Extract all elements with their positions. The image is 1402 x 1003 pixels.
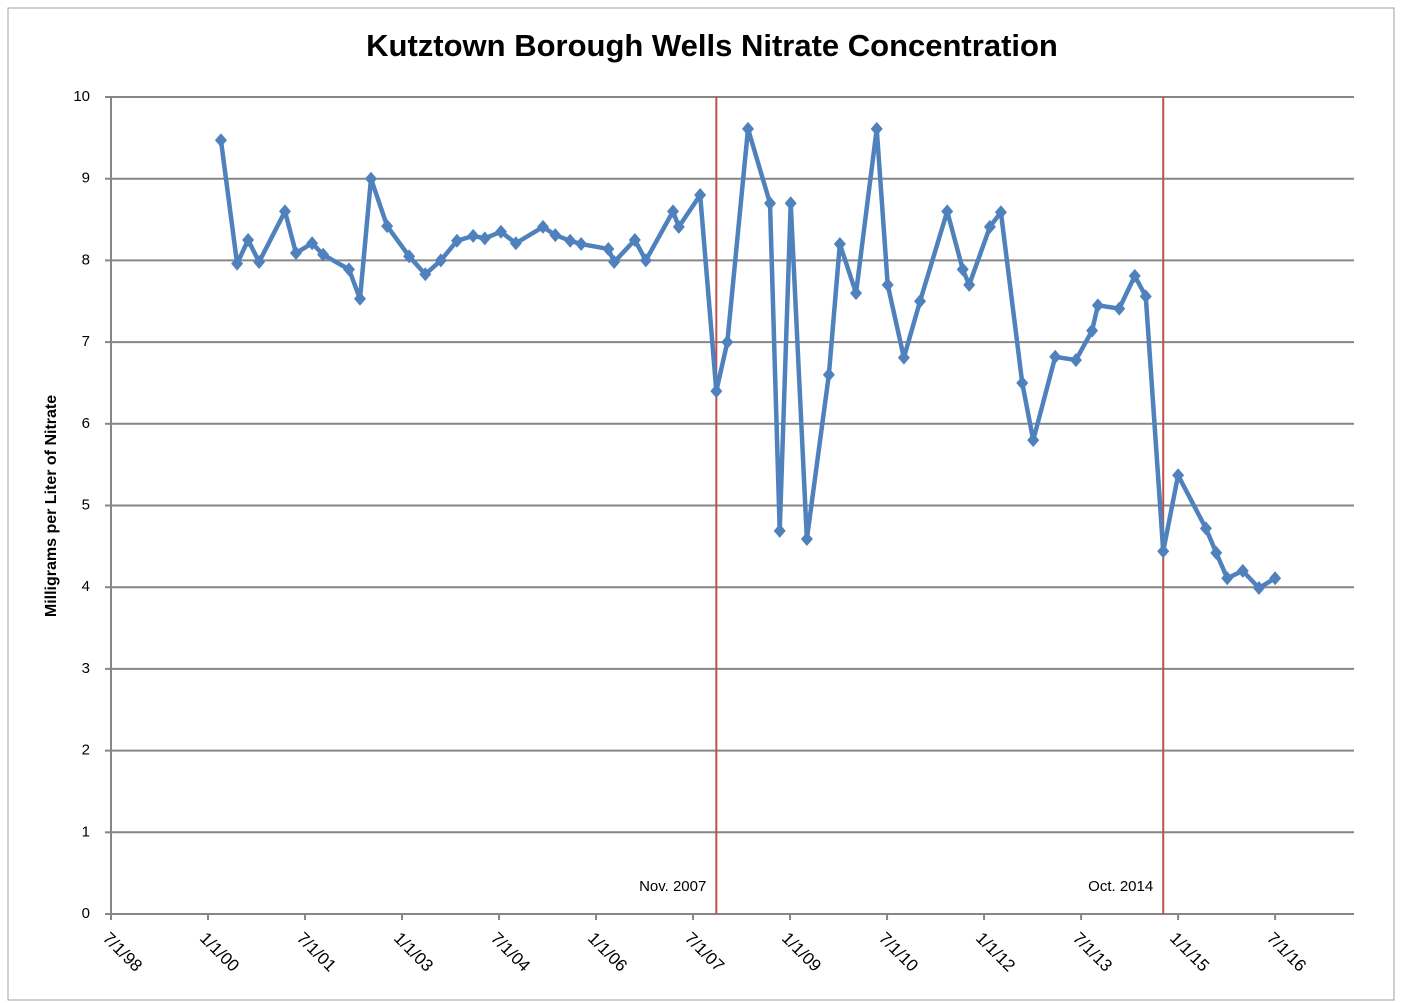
marker [419,267,432,282]
marker [1027,433,1040,448]
y-tick-label: 7 [82,333,90,350]
marker [833,237,846,252]
marker [628,232,641,247]
marker [800,531,813,546]
marker [231,256,244,271]
y-tick-label: 0 [82,905,90,922]
marker [639,253,652,268]
marker [1091,298,1104,313]
marker [278,204,291,219]
marker [1199,521,1212,536]
marker [1157,544,1170,559]
marker [364,171,377,186]
marker [317,247,330,262]
y-tick-label: 3 [82,660,90,677]
marker [764,196,777,211]
marker [822,367,835,382]
marker [742,121,755,136]
marker [1113,301,1126,316]
marker [941,204,954,219]
annotation-label: Oct. 2014 [1088,878,1153,895]
y-tick-label: 6 [82,415,90,432]
marker [1252,581,1265,596]
marker [306,236,319,251]
marker [672,219,685,234]
marker [353,291,366,306]
marker [721,335,734,350]
marker [602,241,615,256]
marker [1049,349,1062,364]
y-tick-label: 5 [82,496,90,513]
marker [494,224,507,239]
marker [963,277,976,292]
marker [434,253,447,268]
marker [214,133,227,148]
marker [575,237,588,252]
marker [242,232,255,247]
marker [403,249,416,264]
marker [914,294,927,309]
y-tick-label: 4 [82,578,90,595]
chart-title: Kutztown Borough Wells Nitrate Concentra… [366,28,1058,63]
y-tick-label: 9 [82,170,90,187]
marker [537,219,550,234]
marker [850,286,863,301]
marker [608,255,621,270]
marker [956,262,969,277]
marker [694,188,707,203]
marker [1221,571,1234,586]
annotation-label: Nov. 2007 [639,878,706,895]
marker [870,121,883,136]
marker [1128,268,1141,283]
y-tick-label: 8 [82,251,90,268]
marker [253,255,266,270]
marker [994,205,1007,220]
marker [773,523,786,538]
marker [467,228,480,243]
marker [509,236,522,251]
y-tick-label: 1 [82,823,90,840]
marker [342,262,355,277]
marker [564,233,577,248]
marker [1269,571,1282,586]
marker [381,219,394,234]
marker [784,196,797,211]
marker [478,231,491,246]
chart-frame [7,7,1395,1001]
marker [1236,563,1249,578]
marker [897,350,910,365]
y-tick-label: 2 [82,742,90,759]
marker [450,233,463,248]
marker [983,219,996,234]
marker [1069,353,1082,368]
marker [549,228,562,243]
marker [1016,375,1029,390]
marker [1139,289,1152,304]
marker [1210,545,1223,560]
y-tick-label: 10 [73,88,90,105]
marker [881,277,894,292]
marker [710,384,723,399]
marker [1172,468,1185,483]
marker [289,246,302,261]
y-axis-label: Milligrams per Liter of Nitrate [43,395,60,617]
marker [1086,323,1099,338]
marker [667,204,680,219]
